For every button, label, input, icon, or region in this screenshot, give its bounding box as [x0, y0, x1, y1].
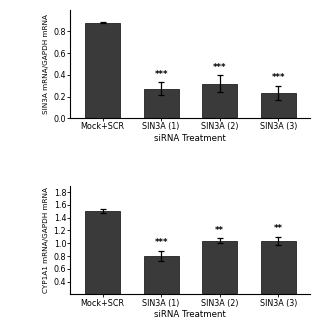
- Y-axis label: SIN3A mRNA/GAPDH mRNA: SIN3A mRNA/GAPDH mRNA: [44, 14, 50, 114]
- Bar: [261, 241, 296, 307]
- Bar: [85, 211, 120, 307]
- Text: ***: ***: [213, 63, 227, 72]
- X-axis label: siRNA Treatment: siRNA Treatment: [155, 310, 226, 319]
- Text: ***: ***: [271, 73, 285, 83]
- X-axis label: siRNA Treatment: siRNA Treatment: [155, 134, 226, 143]
- Bar: [85, 23, 120, 118]
- Bar: [144, 89, 179, 118]
- Bar: [202, 84, 237, 118]
- Bar: [202, 241, 237, 307]
- Text: **: **: [274, 224, 283, 233]
- Bar: [144, 256, 179, 307]
- Text: **: **: [215, 226, 224, 235]
- Y-axis label: CYP1A1 mRNA/GAPDH mRNA: CYP1A1 mRNA/GAPDH mRNA: [44, 187, 50, 293]
- Text: ***: ***: [154, 238, 168, 247]
- Bar: [261, 93, 296, 118]
- Text: ***: ***: [154, 70, 168, 79]
